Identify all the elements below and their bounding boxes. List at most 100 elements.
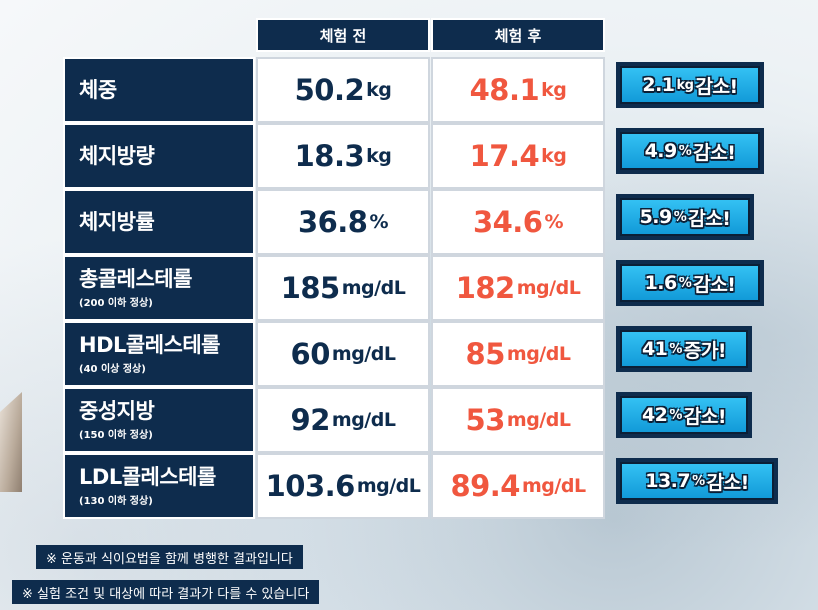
badge-number: 5.9	[639, 206, 673, 228]
change-badge: 2.1 kg 감소!	[616, 62, 764, 108]
row-label-text: 중성지방	[79, 398, 155, 423]
row-label-sub: (150 이하 정상)	[79, 430, 153, 442]
after-value: 34.6%	[431, 189, 605, 255]
before-number: 18.3	[294, 139, 365, 173]
footnote-2: ※ 실험 조건 및 대상에 따라 결과가 다를 수 있습니다	[12, 580, 320, 604]
badge-unit: %	[692, 473, 705, 489]
change-badge-inner: 41% 증가!	[620, 330, 748, 368]
before-value: 60 mg/dL	[256, 321, 430, 387]
before-value: 18.3 kg	[256, 123, 430, 189]
row-label: 체중	[63, 57, 255, 123]
before-value: 92 mg/dL	[256, 387, 430, 453]
badge-text: 감소!	[706, 471, 750, 494]
badge-text: 감소!	[688, 207, 731, 230]
change-badge-inner: 4.9% 감소!	[620, 132, 760, 170]
after-number: 48.1	[469, 73, 540, 107]
after-unit: mg/dL	[506, 409, 571, 431]
badge-text: 감소!	[693, 141, 736, 164]
change-badge-inner: 13.7% 감소!	[620, 462, 774, 500]
change-badge-inner: 1.6% 감소!	[620, 264, 760, 302]
after-value: 53 mg/dL	[431, 387, 605, 453]
row-label-text: 체지방량	[79, 143, 155, 168]
badge-text: 감소!	[683, 405, 727, 428]
change-badge: 41% 증가!	[616, 326, 752, 372]
before-unit: %	[369, 211, 389, 233]
change-badge: 1.6% 감소!	[616, 260, 764, 306]
after-unit: mg/dL	[522, 475, 586, 497]
after-unit: mg/dL	[516, 277, 581, 299]
row-label-sub: (200 이하 정상)	[79, 298, 153, 310]
header-after: 체험 후	[431, 18, 605, 52]
row-label: 체지방률	[63, 189, 255, 255]
before-number: 92	[290, 403, 331, 437]
before-value: 185 mg/dL	[256, 255, 430, 321]
before-unit: mg/dL	[341, 277, 406, 299]
footnote-1: ※ 운동과 식이요법을 함께 병행한 결과입니다	[36, 545, 303, 569]
left-edge-decoration	[0, 392, 22, 492]
badge-unit: %	[673, 209, 687, 225]
after-value: 85 mg/dL	[431, 321, 605, 387]
row-label: LDL콜레스테롤 (130 이하 정상)	[63, 453, 255, 519]
badge-number: 1.6	[644, 272, 678, 294]
after-value: 89.4 mg/dL	[431, 453, 605, 519]
before-value: 36.8%	[256, 189, 430, 255]
after-unit: mg/dL	[506, 343, 571, 365]
badge-unit: kg	[676, 77, 694, 93]
after-number: 17.4	[469, 139, 540, 173]
header-before: 체험 전	[256, 18, 430, 52]
after-value: 182 mg/dL	[431, 255, 605, 321]
before-unit: mg/dL	[331, 409, 396, 431]
badge-text: 증가!	[683, 339, 727, 362]
before-value: 103.6 mg/dL	[256, 453, 430, 519]
after-number: 89.4	[450, 469, 520, 503]
before-unit: mg/dL	[331, 343, 396, 365]
badge-text: 감소!	[695, 75, 738, 98]
after-unit: kg	[541, 145, 567, 167]
before-number: 185	[280, 271, 341, 305]
change-badge: 13.7% 감소!	[616, 458, 778, 504]
row-label: 체지방량	[63, 123, 255, 189]
row-label-text: HDL콜레스테롤	[79, 332, 221, 357]
row-label-text: 총콜레스테롤	[79, 266, 192, 291]
badge-number: 2.1	[642, 74, 675, 96]
before-number: 103.6	[265, 469, 356, 503]
row-label-sub: (130 이하 정상)	[79, 496, 153, 508]
change-badge-inner: 42% 감소!	[620, 396, 748, 434]
after-unit: kg	[541, 79, 567, 101]
badge-number: 41	[641, 338, 668, 360]
after-value: 48.1 kg	[431, 57, 605, 123]
row-label-text: 체지방률	[79, 209, 155, 234]
badge-unit: %	[669, 341, 682, 357]
badge-unit: %	[678, 275, 692, 291]
row-label: 총콜레스테롤 (200 이하 정상)	[63, 255, 255, 321]
before-number: 50.2	[294, 73, 365, 107]
change-badge-inner: 2.1 kg 감소!	[620, 66, 760, 104]
change-badge-inner: 5.9% 감소!	[620, 198, 750, 236]
after-unit: %	[544, 211, 564, 233]
before-number: 60	[290, 337, 331, 371]
badge-number: 13.7	[645, 470, 691, 492]
badge-unit: %	[678, 143, 692, 159]
change-badge: 5.9% 감소!	[616, 194, 754, 240]
row-label: HDL콜레스테롤 (40 이상 정상)	[63, 321, 255, 387]
after-number: 34.6	[472, 205, 543, 239]
row-label-text: 체중	[79, 77, 117, 102]
after-number: 85	[465, 337, 506, 371]
badge-number: 42	[641, 404, 668, 426]
after-number: 182	[455, 271, 516, 305]
badge-number: 4.9	[644, 140, 678, 162]
after-value: 17.4 kg	[431, 123, 605, 189]
change-badge: 42% 감소!	[616, 392, 752, 438]
row-label: 중성지방 (150 이하 정상)	[63, 387, 255, 453]
before-unit: kg	[366, 145, 392, 167]
before-value: 50.2 kg	[256, 57, 430, 123]
after-number: 53	[465, 403, 506, 437]
before-unit: kg	[366, 79, 392, 101]
row-label-text: LDL콜레스테롤	[79, 464, 216, 489]
before-number: 36.8	[297, 205, 368, 239]
row-label-sub: (40 이상 정상)	[79, 364, 146, 376]
badge-unit: %	[669, 407, 682, 423]
change-badge: 4.9% 감소!	[616, 128, 764, 174]
badge-text: 감소!	[693, 273, 736, 296]
before-unit: mg/dL	[356, 475, 421, 497]
